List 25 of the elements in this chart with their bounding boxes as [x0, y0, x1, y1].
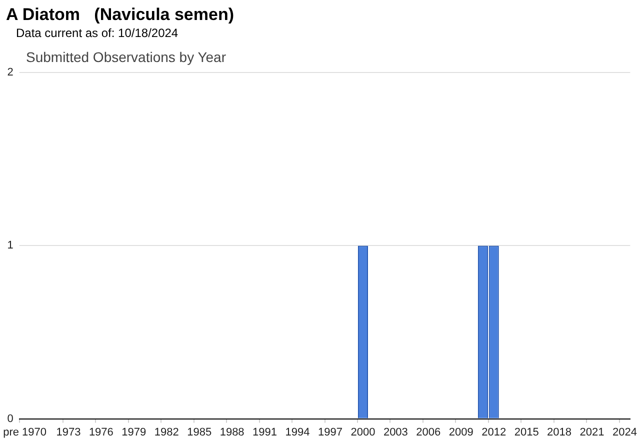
x-tick-label: 2000	[350, 426, 376, 438]
chart-subtitle: Data current as of: 10/18/2024	[16, 26, 178, 40]
y-tick-label: 2	[7, 66, 14, 79]
y-tick-label: 1	[7, 240, 14, 252]
x-tick-label: 2009	[448, 426, 474, 438]
text: Submitted Observations by Year	[26, 49, 226, 65]
x-tick-label: pre 1970	[3, 426, 47, 438]
x-tick-label: 1988	[220, 426, 244, 438]
x-tick-label: 1979	[122, 426, 146, 438]
x-tick-label: 1997	[318, 426, 342, 438]
x-tick-label: 2024	[612, 426, 637, 438]
x-tick-label: 2018	[547, 426, 572, 438]
x-tick-label: 2006	[416, 426, 441, 438]
x-tick-label: 2015	[514, 426, 539, 438]
x-tick-label: 1985	[187, 426, 212, 438]
x-tick-label: 1994	[285, 426, 310, 438]
x-tick-label: 1976	[88, 426, 114, 438]
y-tick-label: 0	[7, 412, 14, 425]
x-tick-label: 2012	[482, 426, 506, 438]
x-tick-label: 1991	[252, 426, 278, 438]
x-tick-label: 1973	[56, 426, 81, 438]
x-tick-label: 2003	[383, 426, 408, 438]
x-tick-label: 2021	[580, 426, 604, 438]
chart-title: A Diatom (Navicula semen)	[6, 5, 234, 25]
x-tick-label: 1982	[154, 426, 179, 438]
